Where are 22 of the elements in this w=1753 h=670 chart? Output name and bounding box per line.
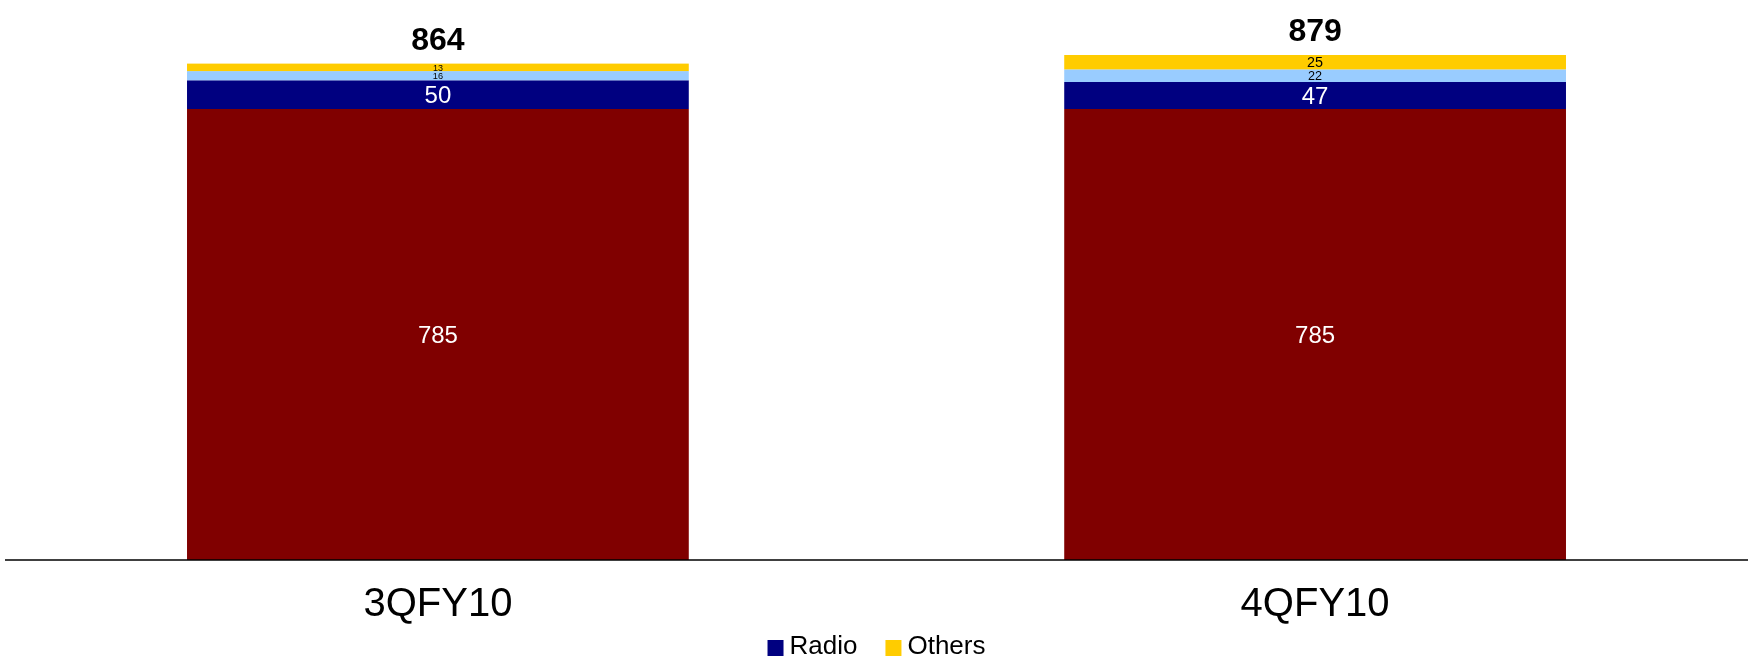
bar — [1064, 55, 1566, 70]
bar — [1064, 82, 1566, 109]
x-tick-label: 3QFY10 — [363, 580, 513, 624]
bar — [1064, 69, 1566, 82]
legend-label: Others — [907, 630, 986, 660]
total-label: 879 — [1288, 12, 1342, 48]
bar — [187, 80, 689, 109]
data-label: 785 — [417, 320, 458, 348]
x-tick-label: 4QFY10 — [1240, 580, 1390, 624]
data-label: 13 — [432, 62, 443, 73]
data-label: 785 — [1295, 320, 1336, 348]
data-label: 50 — [424, 81, 452, 109]
data-label: 22 — [1308, 69, 1323, 84]
bar — [187, 63, 689, 72]
bar — [187, 71, 689, 81]
total-label: 864 — [411, 20, 465, 57]
data-label: 25 — [1307, 54, 1324, 71]
data-label: 16 — [432, 70, 444, 81]
legend-label: Radio — [789, 630, 858, 660]
data-label: 47 — [1301, 81, 1329, 109]
bar — [187, 109, 689, 560]
bar — [1064, 109, 1566, 560]
